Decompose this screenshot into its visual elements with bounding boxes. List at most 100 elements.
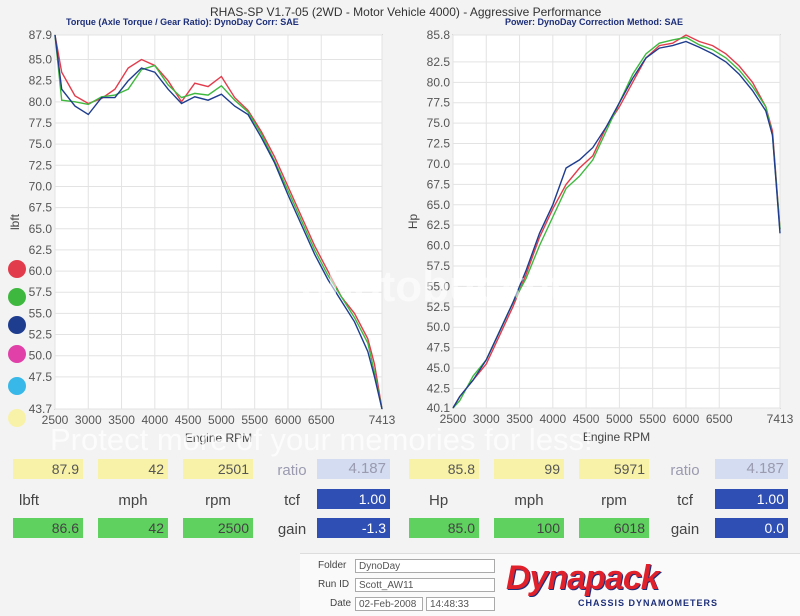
y-tick-label: 62.5: [427, 218, 451, 232]
right-current-mph: 100: [494, 518, 564, 538]
left-current-rpm: 2500: [183, 518, 253, 538]
right-unit-hp: Hp: [429, 492, 449, 509]
x-tick-label: 3500: [108, 413, 135, 427]
run-dot-green[interactable]: [8, 288, 26, 306]
x-tick-label: 5500: [639, 412, 666, 426]
power-chart-subtitle: Power: DynoDay Correction Method: SAE: [505, 17, 684, 27]
left-gain-label: gain: [277, 521, 307, 538]
series-line-2: [54, 34, 383, 410]
left-peak-torque: 87.9: [13, 459, 83, 479]
run-dot-red[interactable]: [8, 260, 26, 278]
y-tick-label: 70.0: [29, 179, 53, 193]
y-tick-label: 60.0: [29, 264, 53, 278]
y-tick-label: 80.0: [29, 95, 53, 109]
run-dot-magenta[interactable]: [8, 345, 26, 363]
y-tick-label: 75.0: [29, 137, 53, 151]
left-current-mph: 42: [98, 518, 168, 538]
series-line-3: [54, 34, 383, 410]
y-tick-label: 50.0: [29, 349, 53, 363]
x-axis-label: Engine RPM: [583, 430, 650, 444]
run-dot-cyan[interactable]: [8, 377, 26, 395]
x-tick-label: 5000: [208, 413, 235, 427]
right-gain-label: gain: [670, 521, 700, 538]
y-tick-label: 55.0: [427, 279, 451, 293]
torque-chart: 87.9 85.0 82.5 80.0 77.5 75.0 72.5 70.0 67.5 65.0…: [8, 28, 395, 445]
y-tick-label: 65.0: [29, 222, 53, 236]
y-tick-label: 85.8: [427, 28, 451, 42]
torque-chart-subtitle: Torque (Axle Torque / Gear Ratio): DynoD…: [66, 17, 299, 27]
y-tick-label: 67.5: [427, 177, 451, 191]
left-current-torque: 86.6: [13, 518, 83, 538]
y-tick-label: 42.5: [427, 381, 451, 395]
y-tick-label: 40.1: [427, 401, 451, 415]
plot-area: [452, 34, 781, 409]
right-peak-power: 85.8: [409, 459, 479, 479]
right-ratio-label: ratio: [670, 462, 700, 479]
dynapack-logo: Dynapack: [506, 559, 660, 597]
y-tick-label: 70.0: [427, 157, 451, 171]
left-peak-rpm: 2501: [183, 459, 253, 479]
y-tick-label: 67.5: [29, 201, 53, 215]
y-tick-label: 77.5: [29, 116, 53, 130]
y-tick-label: 52.5: [29, 328, 53, 342]
right-gain-value: 0.0: [715, 518, 788, 538]
left-ratio-value: 4.187: [317, 459, 390, 479]
right-current-rpm: 6018: [579, 518, 649, 538]
y-tick-label: 57.5: [29, 285, 53, 299]
x-tick-label: 4500: [573, 412, 600, 426]
series-line-1: [54, 34, 383, 410]
right-current-power: 85.0: [409, 518, 479, 538]
y-tick-label: 45.0: [427, 361, 451, 375]
left-peak-mph: 42: [98, 459, 168, 479]
x-tick-label: 3000: [473, 412, 500, 426]
series-line-3: [452, 40, 781, 409]
run-dot-yellow[interactable]: [8, 409, 26, 427]
y-tick-label: 55.0: [29, 306, 53, 320]
right-tcf-label: tcf: [677, 492, 693, 509]
left-unit-mph: mph: [118, 492, 148, 509]
run-id-value: Scott_AW11: [355, 578, 495, 592]
left-unit-lbft: lbft: [19, 492, 40, 509]
right-peak-rpm: 5971: [579, 459, 649, 479]
y-tick-label: 62.5: [29, 243, 53, 257]
x-tick-label: 3000: [75, 413, 102, 427]
y-tick-label: 77.5: [427, 96, 451, 110]
y-tick-label: 82.5: [29, 74, 53, 88]
right-ratio-value: 4.187: [715, 459, 788, 479]
left-ratio-label: ratio: [277, 462, 307, 479]
y-tick-label: 65.0: [427, 198, 451, 212]
y-tick-label: 52.5: [427, 300, 451, 314]
left-tcf-value: 1.00: [317, 489, 390, 509]
run-dot-navy[interactable]: [8, 316, 26, 334]
plot-area: [54, 34, 383, 410]
x-tick-label: 7413: [767, 412, 794, 426]
y-tick-label: 72.5: [29, 158, 53, 172]
x-tick-label: 4500: [175, 413, 202, 427]
x-tick-label: 7413: [369, 413, 395, 427]
right-unit-mph: mph: [514, 492, 544, 509]
y-tick-label: 47.5: [427, 341, 451, 355]
x-tick-label: 6000: [673, 412, 700, 426]
y-tick-label: 87.9: [29, 28, 53, 42]
time-value: 14:48:33: [426, 597, 495, 611]
watermark-logo: photobucket: [300, 262, 564, 311]
x-axis-label: Engine RPM: [185, 431, 252, 445]
x-tick-label: 2500: [440, 412, 467, 426]
y-tick-label: 80.0: [427, 75, 451, 89]
power-chart: 85.8 82.5 80.0 77.5 75.0 72.5 70.0 67.5 65.0 62.5…: [406, 28, 794, 444]
x-tick-label: 6000: [275, 413, 302, 427]
right-tcf-value: 1.00: [715, 489, 788, 509]
x-tick-label: 2500: [42, 413, 69, 427]
run-id-label: Run ID: [318, 579, 350, 590]
right-unit-rpm: rpm: [601, 492, 627, 509]
report-title: RHAS-SP V1.7-05 (2WD - Motor Vehicle 400…: [210, 5, 602, 19]
y-tick-label: 75.0: [427, 116, 451, 130]
date-value: 02-Feb-2008: [355, 597, 423, 611]
y-tick-label: 47.5: [29, 370, 53, 384]
right-peak-mph: 99: [494, 459, 564, 479]
left-gain-value: -1.3: [317, 518, 390, 538]
folder-value: DynoDay: [355, 559, 495, 573]
y-tick-label: 60.0: [427, 239, 451, 253]
folder-label: Folder: [318, 560, 347, 571]
